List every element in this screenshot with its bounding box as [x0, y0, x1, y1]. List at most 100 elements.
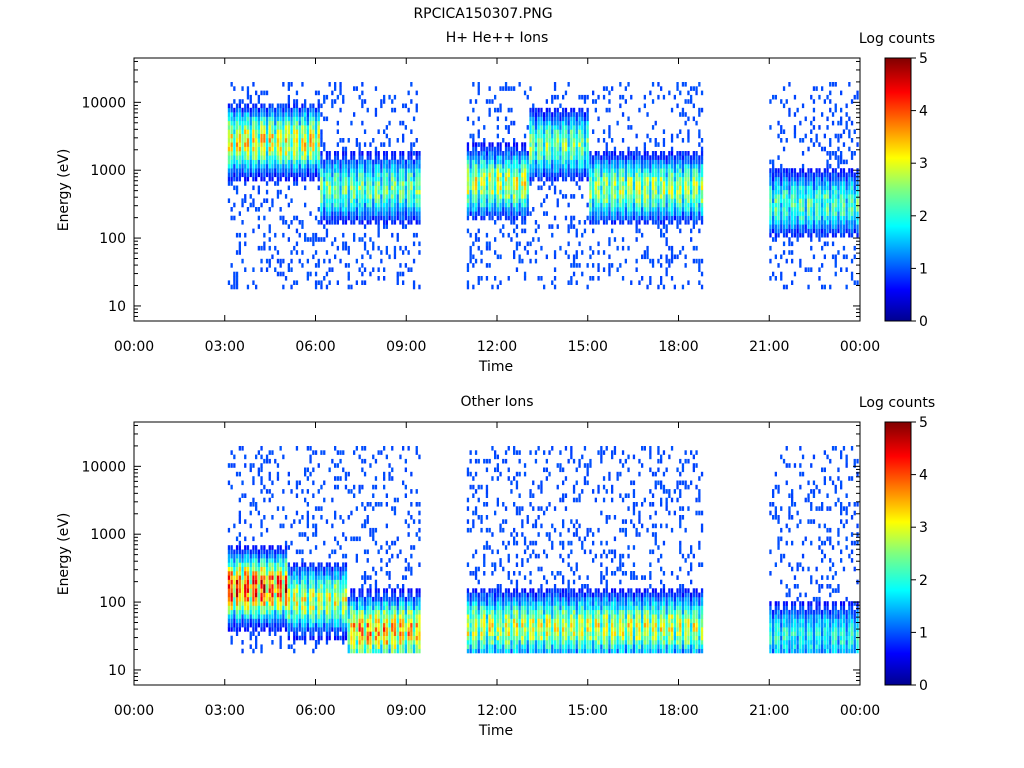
spectrogram-cell [572, 112, 576, 117]
spectrogram-cell [842, 202, 846, 208]
spectrogram-cell [396, 168, 399, 173]
spectrogram-cell [388, 120, 391, 126]
spectrogram-cell [469, 168, 472, 173]
spectrogram-cell [344, 168, 348, 173]
spectrogram-cell [791, 198, 794, 203]
spectrogram-cell [602, 176, 606, 182]
spectrogram-cell [241, 129, 244, 134]
spectrogram-cell [369, 155, 372, 160]
spectrogram-cell [252, 185, 255, 191]
spectrogram-cell [842, 194, 846, 199]
spectrogram-cell [268, 151, 271, 156]
spectrogram-cell [513, 211, 516, 216]
spectrogram-cell [391, 194, 394, 199]
spectrogram-cell [244, 454, 247, 460]
spectrogram-cell [559, 103, 562, 109]
spectrogram-cell [290, 579, 293, 585]
spectrogram-cell [377, 172, 380, 178]
spectrogram-cell [676, 215, 679, 221]
spectrogram-cell [829, 82, 832, 87]
spectrogram-cell [298, 601, 301, 606]
spectrogram-cell [564, 129, 568, 134]
spectrogram-cell [233, 553, 236, 559]
spectrogram-cell [241, 579, 244, 585]
spectrogram-cell [342, 99, 345, 104]
spectrogram-cell [369, 159, 372, 165]
spectrogram-cell [265, 116, 269, 122]
spectrogram-cell [537, 276, 540, 281]
spectrogram-cell [679, 250, 682, 255]
spectrogram-cell [372, 245, 375, 251]
spectrogram-cell [529, 168, 532, 173]
spectrogram-cell [586, 168, 589, 173]
spectrogram-cell [483, 125, 486, 130]
spectrogram-cell [271, 450, 274, 455]
spectrogram-cell [287, 263, 290, 268]
spectrogram-cell [821, 232, 824, 238]
spectrogram-cell [336, 168, 339, 173]
spectrogram-cell [295, 631, 299, 636]
spectrogram-cell [821, 211, 824, 216]
spectrogram-cell [336, 142, 339, 147]
spectrogram-cell [271, 579, 274, 585]
spectrogram-cell [488, 86, 491, 91]
spectrogram-cell [641, 215, 644, 221]
spectrogram-cell [796, 181, 799, 186]
spectrogram-cell [268, 116, 271, 122]
spectrogram-cell [227, 592, 231, 598]
spectrogram-cell [504, 159, 508, 165]
spectrogram-cell [553, 159, 557, 165]
spectrogram-cell [499, 211, 502, 216]
spectrogram-cell [314, 138, 318, 143]
spectrogram-cell [815, 185, 818, 191]
spectrogram-cell [301, 155, 304, 160]
spectrogram-cell [383, 181, 386, 186]
spectrogram-cell [608, 133, 611, 139]
spectrogram-cell [268, 627, 271, 632]
spectrogram-cell [374, 168, 378, 173]
spectrogram-cell [586, 125, 589, 130]
spectrogram-cell [572, 224, 576, 229]
spectrogram-cell [301, 618, 304, 624]
spectrogram-cell [260, 601, 263, 606]
spectrogram-cell [810, 228, 813, 234]
spectrogram-cell [801, 207, 805, 212]
spectrogram-cell [621, 220, 625, 225]
spectrogram-cell [553, 151, 557, 156]
spectrogram-cell [230, 596, 233, 602]
spectrogram-cell [632, 159, 636, 165]
spectrogram-cell [257, 596, 260, 602]
spectrogram-cell [578, 142, 581, 147]
spectrogram-cell [260, 549, 263, 555]
spectrogram-cell [477, 189, 480, 195]
spectrogram-cell [418, 220, 421, 225]
spectrogram-cell [246, 116, 250, 122]
spectrogram-cell [350, 215, 353, 221]
spectrogram-cell [698, 82, 701, 87]
x-tick-label: 21:00 [749, 339, 789, 355]
spectrogram-cell [284, 116, 288, 122]
spectrogram-cell [646, 181, 649, 186]
spectrogram-cell [227, 168, 231, 173]
spectrogram-cell [785, 211, 788, 216]
spectrogram-cell [619, 82, 622, 87]
spectrogram-cell [488, 194, 491, 199]
spectrogram-cell [293, 125, 296, 130]
spectrogram-cell [246, 609, 250, 615]
spectrogram-cell [799, 194, 802, 199]
spectrogram-cell [772, 228, 775, 234]
spectrogram-cell [298, 588, 301, 593]
spectrogram-cell [271, 640, 274, 645]
spectrogram-cell [818, 168, 821, 173]
spectrogram-cell [840, 181, 843, 186]
spectrogram-cell [548, 155, 551, 160]
spectrogram-cell [529, 176, 532, 182]
spectrogram-cell [515, 198, 519, 203]
spectrogram-cell [268, 489, 271, 494]
spectrogram-cell [290, 267, 293, 272]
spectrogram-cell [621, 168, 625, 173]
spectrogram-cell [255, 155, 258, 160]
spectrogram-cell [834, 202, 837, 208]
spectrogram-cell [529, 172, 532, 178]
spectrogram-cell [385, 207, 388, 212]
